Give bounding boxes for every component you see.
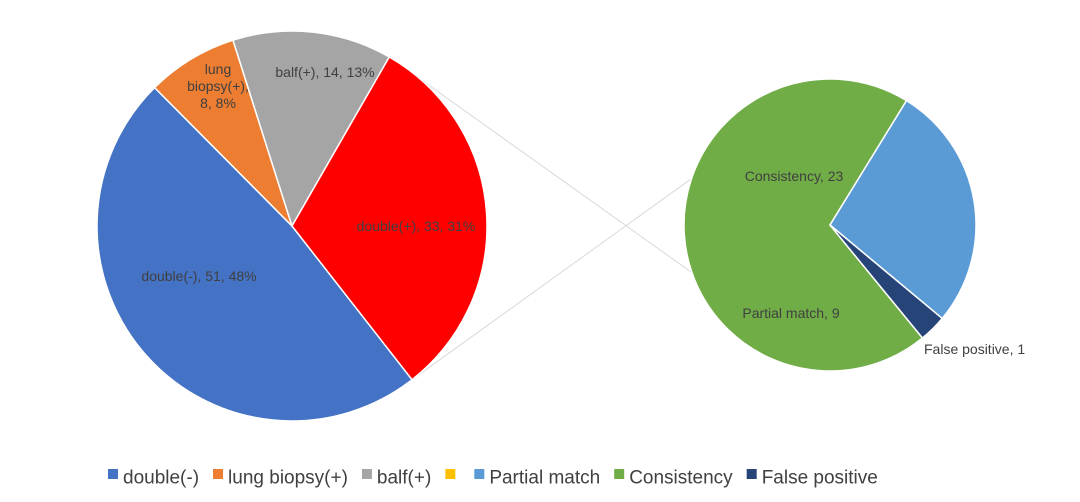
slice-false-positive: [829, 224, 944, 340]
legend-item-consistency: Consistency: [614, 468, 733, 489]
label-balf-positive: balf(+), 14, 13%: [275, 64, 374, 80]
label-double-positive: double(+), 33, 31%: [357, 218, 476, 234]
label-double-negative: double(-), 51, 48%: [141, 268, 256, 284]
label-false-positive: False positive, 1: [924, 341, 1025, 357]
secondary-pie-labels: Consistency, 23 Partial match, 9 False p…: [742, 168, 1025, 357]
legend-swatch: [445, 469, 456, 479]
legend-label: double(-): [123, 468, 199, 489]
main-pie-labels: balf(+), 14, 13% double(+), 33, 31% doub…: [141, 61, 475, 284]
legend-item-double-negative: double(-): [108, 468, 199, 489]
main-pie: [96, 30, 488, 422]
slice-double-positive: [291, 55, 488, 381]
label-partial-match: Partial match, 9: [742, 305, 839, 321]
legend-item-balf-positive: balf(+): [361, 468, 431, 489]
slice-partial-match: [829, 99, 977, 320]
legend-item-partial-match: Partial match: [474, 468, 600, 489]
slice-balf-positive: [232, 30, 391, 228]
legend-label: False positive: [762, 468, 878, 489]
legend-swatch: [614, 469, 625, 479]
legend-item-lung-biopsy-positive: lung biopsy(+): [213, 468, 348, 489]
secondary-pie: [683, 78, 977, 372]
slice-double-negative: [96, 86, 414, 422]
legend-label: lung biopsy(+): [228, 468, 348, 489]
slice-consistency: [683, 78, 924, 372]
legend: double(-) lung biopsy(+) balf(+) Partial ma…: [108, 468, 878, 489]
label-consistency: Consistency, 23: [745, 168, 844, 184]
legend-swatch: [213, 469, 224, 479]
legend-swatch: [746, 469, 757, 479]
legend-swatch: [108, 469, 118, 479]
legend-swatch: [361, 469, 372, 479]
legend-label: Partial match: [489, 468, 600, 489]
legend-item-blank-3: [445, 469, 456, 479]
legend-item-false-positive: False positive: [746, 468, 878, 489]
label-lung-biopsy-positive: lung biopsy(+), 8, 8%: [187, 61, 249, 111]
legend-label: Consistency: [629, 468, 733, 489]
legend-label: balf(+): [377, 468, 431, 489]
legend-swatch: [474, 469, 485, 479]
